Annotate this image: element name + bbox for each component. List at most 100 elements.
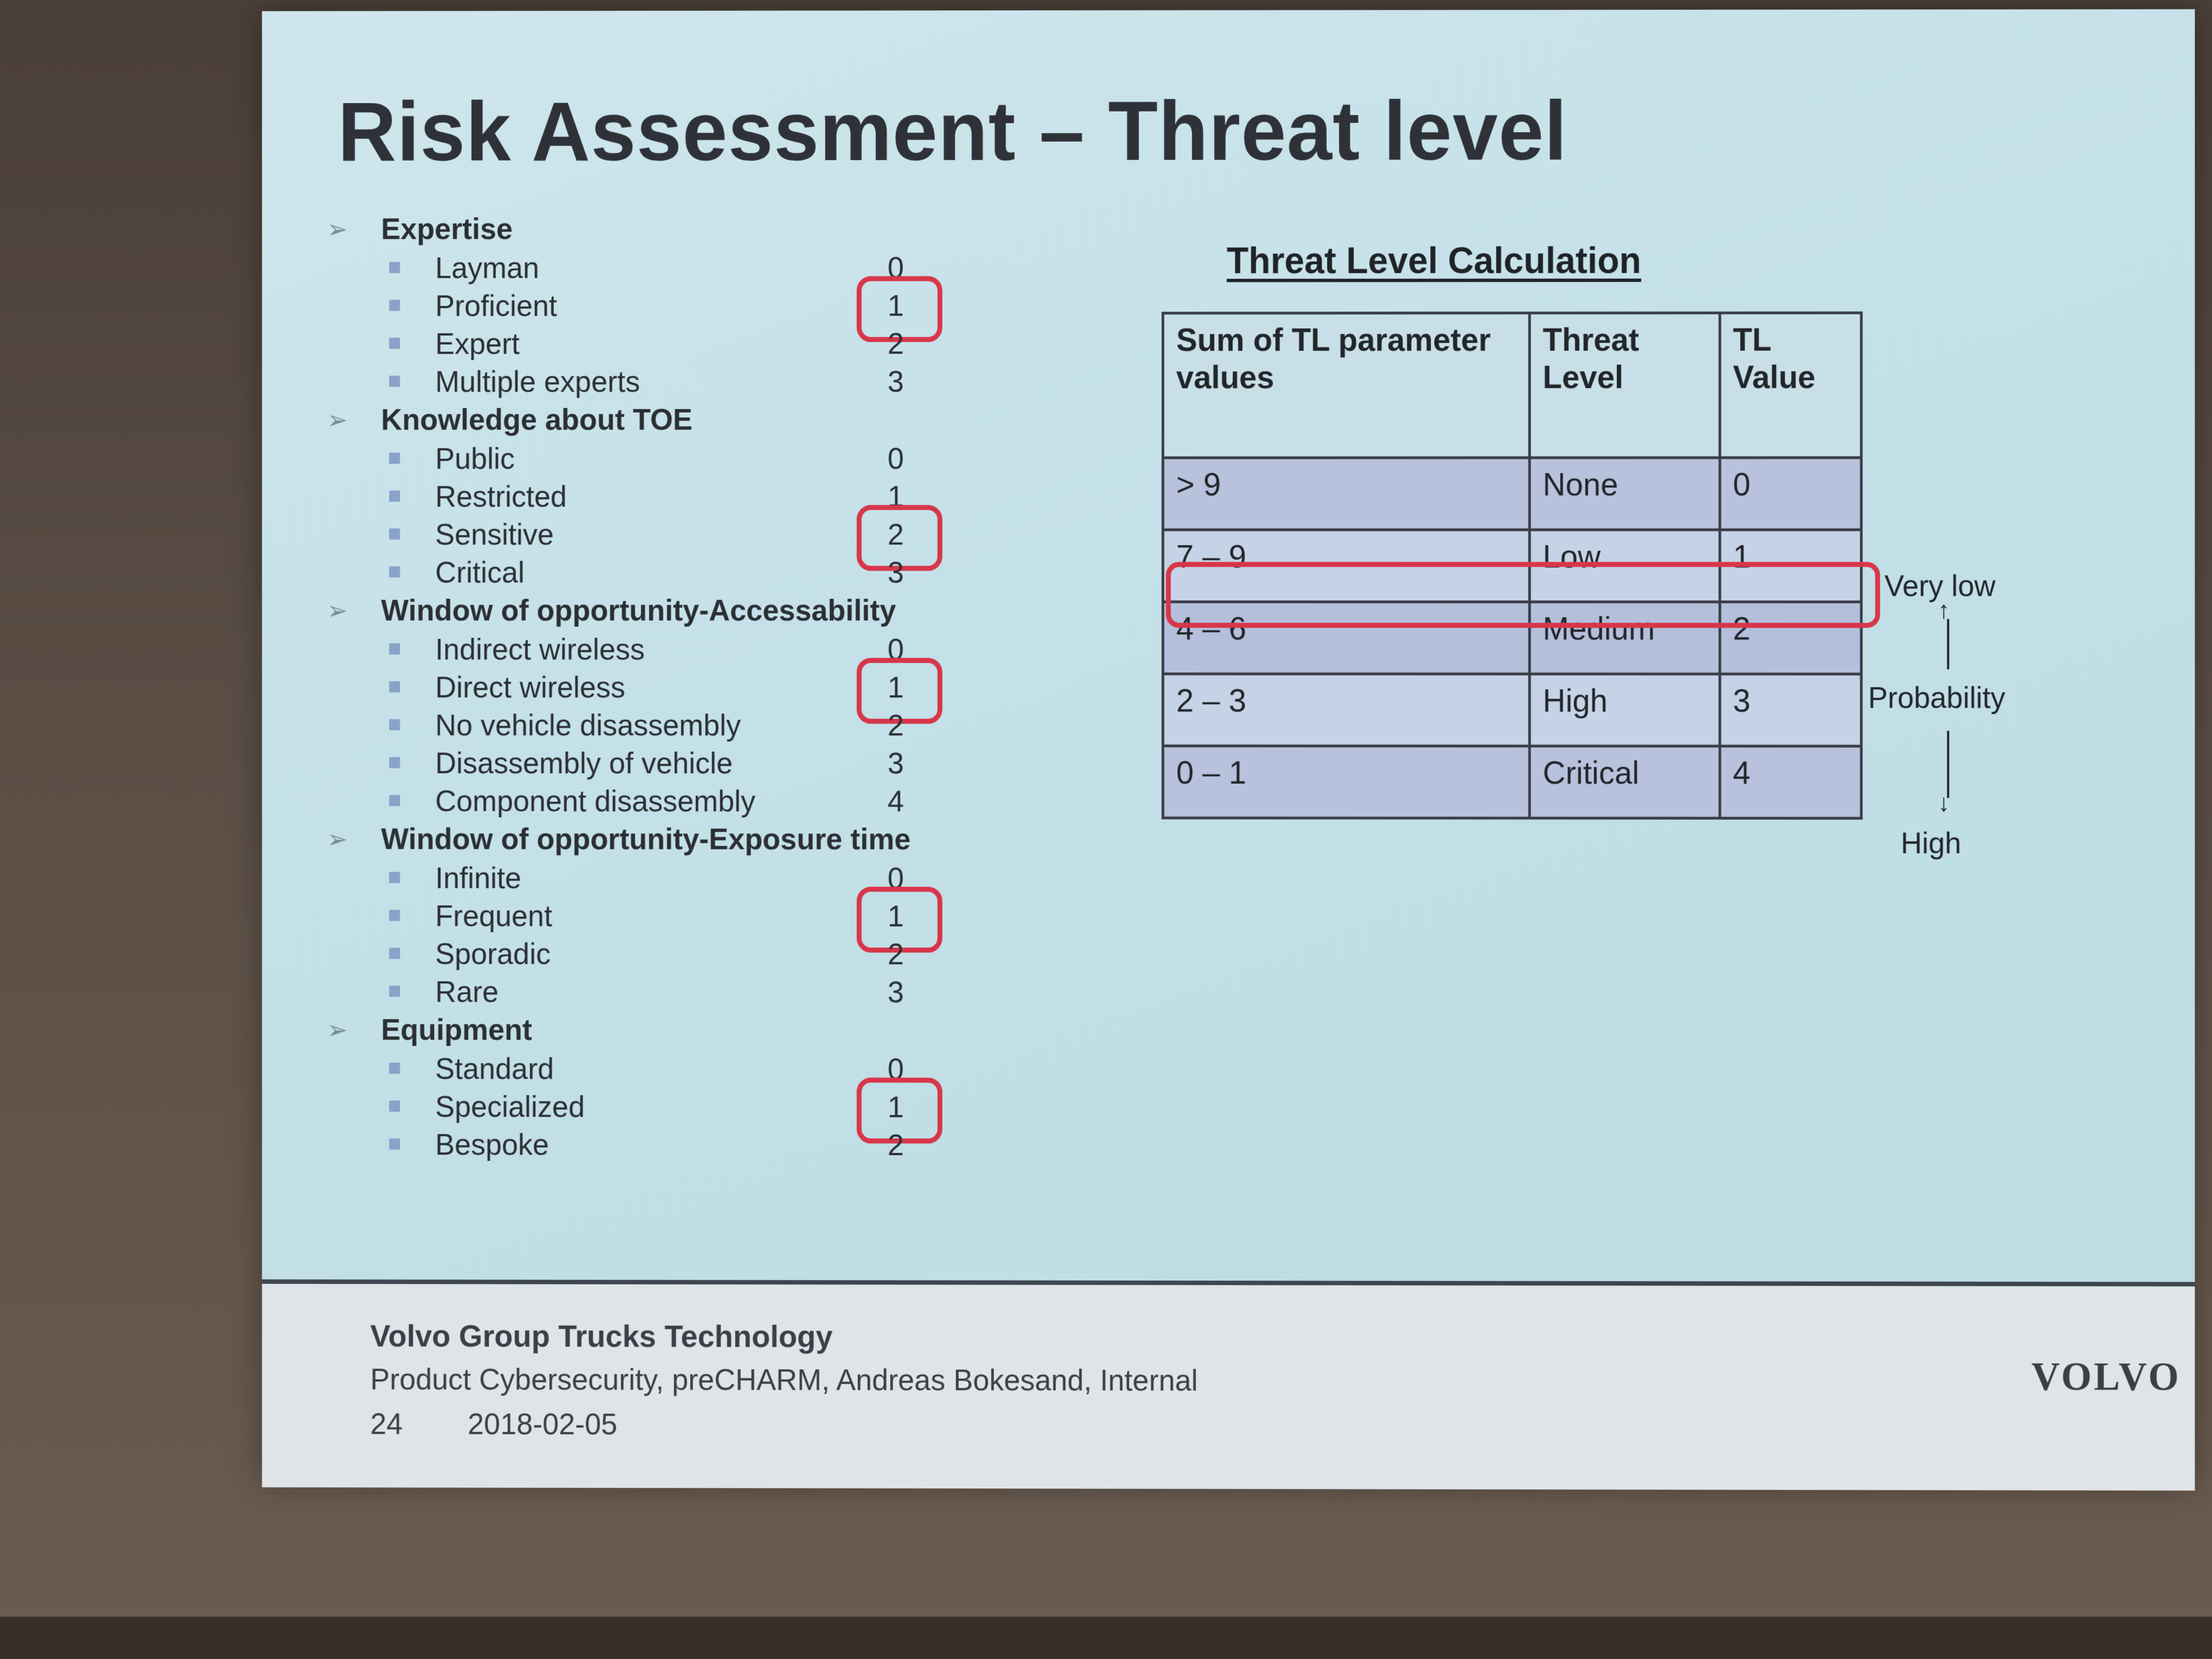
- square-bullet-icon: [389, 375, 400, 387]
- parameter-value: 4: [887, 784, 904, 818]
- parameter-item: Public 0: [327, 442, 1031, 479]
- section-heading: ➢ Expertise: [327, 211, 1031, 251]
- parameter-label: Public: [435, 442, 515, 476]
- footer-page-date: 24 2018-02-05: [370, 1406, 617, 1442]
- table-title: Threat Level Calculation: [1226, 239, 1642, 282]
- scale-middle-label: Probability: [1868, 681, 2006, 715]
- chevron-right-icon: ➢: [327, 824, 348, 854]
- footer-date: 2018-02-05: [467, 1407, 618, 1442]
- parameter-value: 3: [887, 975, 904, 1009]
- parameter-label: Restricted: [435, 479, 567, 513]
- table-cell: 0: [1719, 457, 1861, 530]
- parameter-label: Disassembly of vehicle: [435, 746, 733, 780]
- table-header-cell: TL Value: [1719, 313, 1861, 458]
- highlighted-row-marker: [1166, 562, 1880, 628]
- table-header-cell: Sum of TL parameter values: [1163, 313, 1530, 458]
- parameter-label: Layman: [435, 251, 540, 285]
- parameter-item: Component disassembly 4: [327, 784, 1031, 822]
- parameter-label: Expert: [435, 327, 520, 361]
- table-row: 0 – 1 Critical 4: [1163, 746, 1861, 818]
- parameter-label: Rare: [435, 975, 499, 1009]
- scale-bottom-label: High: [1900, 826, 1962, 860]
- table-cell: 4: [1719, 746, 1861, 818]
- parameter-value: 3: [887, 365, 904, 399]
- table-cell: 2 – 3: [1163, 673, 1530, 746]
- room-floor-band: [0, 1617, 2212, 1659]
- parameter-item: Sensitive 2: [327, 517, 1031, 555]
- square-bullet-icon: [389, 719, 400, 731]
- parameter-label: Critical: [435, 555, 525, 590]
- square-bullet-icon: [389, 490, 400, 502]
- square-bullet-icon: [389, 261, 400, 273]
- section-label: Window of opportunity-Accessability: [381, 594, 896, 628]
- table-cell: None: [1529, 458, 1720, 530]
- section-label: Knowledge about TOE: [381, 402, 693, 436]
- section-label: Expertise: [381, 212, 513, 246]
- table-row: 2 – 3 High 3: [1163, 673, 1861, 746]
- table-header-row: Sum of TL parameter values Threat Level TL…: [1163, 313, 1861, 458]
- parameter-label: No vehicle disassembly: [435, 709, 741, 743]
- parameter-item: Frequent 1: [327, 899, 1031, 937]
- square-bullet-icon: [389, 910, 400, 921]
- projected-slide: Risk Assessment – Threat level ➢ Expertis…: [262, 9, 2212, 1492]
- parameter-label: Specialized: [435, 1090, 585, 1124]
- table-cell: Critical: [1529, 746, 1720, 818]
- square-bullet-icon: [389, 1100, 400, 1112]
- parameter-value: 2: [887, 709, 904, 743]
- chevron-right-icon: ➢: [327, 1015, 348, 1045]
- threat-parameter-list: ➢ Expertise Layman 0 Proficient 1 Expert 2 Multi…: [327, 211, 1031, 1166]
- parameter-item: Multiple experts 3: [327, 365, 1031, 402]
- square-bullet-icon: [389, 643, 400, 655]
- parameter-item: Critical 3: [327, 555, 1031, 593]
- parameter-item: Sporadic 2: [327, 937, 1031, 975]
- parameter-value: 3: [887, 746, 904, 780]
- parameter-item: Rare 3: [327, 974, 1031, 1013]
- slide-title: Risk Assessment – Threat level: [337, 83, 1568, 178]
- parameter-label: Sensitive: [435, 517, 554, 551]
- parameter-value: 2: [887, 1128, 904, 1162]
- parameter-value: 3: [887, 555, 904, 590]
- square-bullet-icon: [389, 986, 400, 997]
- selected-parameter-value: 2: [880, 517, 912, 552]
- section-label: Window of opportunity-Exposure time: [381, 822, 911, 856]
- square-bullet-icon: [389, 1138, 400, 1150]
- parameter-item: Bespoke 2: [327, 1127, 1031, 1166]
- parameter-label: Frequent: [435, 899, 552, 933]
- parameter-item: Expert 2: [327, 326, 1031, 365]
- parameter-item: Proficient 1: [327, 288, 1031, 327]
- parameter-label: Bespoke: [435, 1128, 549, 1162]
- table-header-cell: Threat Level: [1529, 313, 1720, 458]
- parameter-value: 2: [887, 327, 904, 361]
- table-cell: 0 – 1: [1163, 746, 1530, 818]
- square-bullet-icon: [389, 757, 400, 769]
- footer-org: Volvo Group Trucks Technology: [370, 1318, 833, 1354]
- selected-parameter-value: 1: [880, 288, 912, 323]
- table-cell: > 9: [1163, 458, 1530, 530]
- chevron-right-icon: ➢: [327, 214, 348, 244]
- parameter-label: Sporadic: [435, 937, 551, 971]
- section-heading: ➢ Knowledge about TOE: [327, 402, 1031, 442]
- parameter-label: Proficient: [435, 289, 557, 323]
- square-bullet-icon: [389, 948, 400, 959]
- parameter-label: Indirect wireless: [435, 633, 645, 667]
- parameter-item: Disassembly of vehicle 3: [327, 746, 1031, 784]
- scale-lower-line: [1947, 730, 1949, 798]
- table-row: > 9 None 0: [1163, 457, 1861, 530]
- square-bullet-icon: [389, 566, 400, 578]
- parameter-value: 2: [887, 937, 904, 971]
- footer-page-number: 24: [370, 1407, 403, 1441]
- square-bullet-icon: [389, 337, 400, 349]
- section-heading: ➢ Equipment: [327, 1012, 1031, 1052]
- parameter-item: Direct wireless 1: [327, 670, 1031, 708]
- selected-parameter-value: 1: [880, 670, 912, 705]
- scale-upper-line: [1947, 619, 1949, 670]
- table-cell: 3: [1719, 674, 1861, 746]
- slide-background: Risk Assessment – Threat level ➢ Expertis…: [262, 9, 2195, 1491]
- table-cell: High: [1529, 673, 1720, 746]
- square-bullet-icon: [389, 1063, 400, 1074]
- parameter-label: Infinite: [435, 861, 522, 895]
- selected-parameter-value: 1: [880, 1090, 912, 1124]
- chevron-right-icon: ➢: [327, 405, 348, 434]
- parameter-label: Direct wireless: [435, 671, 625, 705]
- parameter-value: 0: [887, 442, 904, 476]
